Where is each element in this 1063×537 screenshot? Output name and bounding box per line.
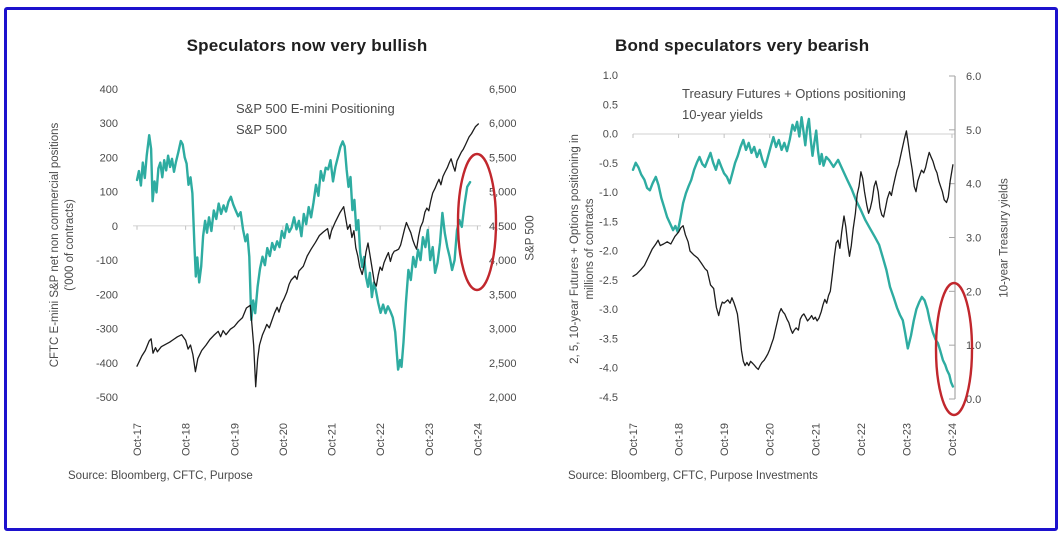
- left-chart-source: Source: Bloomberg, CFTC, Purpose: [68, 470, 253, 482]
- left-y-tick-label: -1.0: [599, 187, 618, 199]
- x-tick-label: Oct-20: [278, 423, 290, 456]
- right-y-tick-label: 6,500: [489, 84, 517, 96]
- right-y-tick-label: 5.0: [966, 125, 981, 137]
- series-line-teal: [631, 115, 955, 388]
- x-tick-label: Oct-17: [628, 423, 640, 456]
- left-chart-legend: S&P 500 E-mini Positioning S&P 500: [202, 98, 395, 140]
- left-y-tick-label: -2.5: [599, 275, 618, 287]
- right-y-tick-label: 2,500: [489, 358, 517, 370]
- right-y-tick-label: 3.0: [966, 233, 981, 245]
- figure-border: [4, 7, 1058, 531]
- left-y-tick-label: -4.5: [599, 392, 618, 404]
- left-y-tick-label: -3.0: [599, 304, 618, 316]
- legend-item-sp500: S&P 500: [202, 119, 395, 140]
- legend-item-emini-positioning: S&P 500 E-mini Positioning: [202, 98, 395, 119]
- right-y-tick-label: 6.0: [966, 71, 981, 83]
- right-y-tick-label: 5,000: [489, 187, 517, 199]
- x-tick-label: Oct-22: [856, 423, 868, 456]
- x-tick-label: Oct-17: [132, 423, 144, 456]
- left-y-tick-label: 100: [100, 187, 118, 199]
- left-y-tick-label: -4.0: [599, 363, 618, 375]
- right-y-tick-label: 6,000: [489, 118, 517, 130]
- x-tick-label: Oct-21: [810, 423, 822, 456]
- left-y-tick-label: 0.0: [603, 129, 618, 141]
- right-y-tick-label: 3,000: [489, 324, 517, 336]
- x-tick-label: Oct-24: [472, 423, 484, 456]
- x-tick-label: Oct-23: [424, 423, 436, 456]
- x-tick-label: Oct-24: [947, 423, 959, 456]
- x-tick-label: Oct-20: [765, 423, 777, 456]
- right-y-tick-label: 2,000: [489, 392, 517, 404]
- right-chart-source: Source: Bloomberg, CFTC, Purpose Investm…: [568, 470, 818, 482]
- right-y-tick-label: 3,500: [489, 289, 517, 301]
- x-tick-label: Oct-18: [674, 423, 686, 456]
- left-y-tick-label: -100: [96, 255, 118, 267]
- left-y-tick-label: -0.5: [599, 158, 618, 170]
- series-line-black: [136, 123, 480, 388]
- x-tick-label: Oct-19: [229, 423, 241, 456]
- left-y-tick-label: -400: [96, 358, 118, 370]
- right-chart-legend: Treasury Futures + Options positioning 1…: [648, 83, 906, 125]
- right-y-tick-label: 0.0: [966, 394, 981, 406]
- left-y-tick-label: -500: [96, 392, 118, 404]
- x-tick-label: Oct-19: [719, 423, 731, 456]
- left-y-tick-label: 0.5: [603, 99, 618, 111]
- right-y-tick-label: 5,500: [489, 152, 517, 164]
- right-y-tick-label: 2.0: [966, 286, 981, 298]
- series-line-teal: [135, 133, 472, 371]
- right-chart-title: Bond speculators very bearish: [615, 36, 870, 55]
- left-y-tick-label: 200: [100, 152, 118, 164]
- x-tick-label: Oct-18: [181, 423, 193, 456]
- x-tick-label: Oct-21: [327, 423, 339, 456]
- left-y-tick-label: 0: [112, 221, 118, 233]
- highlight-ellipse: [934, 281, 974, 417]
- left-y-tick-label: -3.5: [599, 333, 618, 345]
- x-tick-label: Oct-23: [901, 423, 913, 456]
- legend-label: S&P 500: [236, 122, 288, 137]
- right-y-tick-label: 1.0: [966, 340, 981, 352]
- legend-label: Treasury Futures + Options positioning: [682, 86, 906, 101]
- series-line-black: [632, 130, 954, 371]
- legend-label: 10-year yields: [682, 107, 763, 122]
- left-y-tick-label: -200: [96, 289, 118, 301]
- left-y-tick-label: -300: [96, 324, 118, 336]
- right-y-tick-label: 4.0: [966, 179, 981, 191]
- highlight-ellipse: [456, 152, 498, 292]
- left-y-tick-label: 400: [100, 84, 118, 96]
- legend-item-treasury-positioning: Treasury Futures + Options positioning: [648, 83, 906, 104]
- x-tick-label: Oct-22: [375, 423, 387, 456]
- legend-label: S&P 500 E-mini Positioning: [236, 101, 395, 116]
- left-y-tick-label: 1.0: [603, 70, 618, 82]
- left-y-tick-label: -1.5: [599, 216, 618, 228]
- left-y-tick-label: -2.0: [599, 246, 618, 258]
- legend-item-10y-yields: 10-year yields: [648, 104, 906, 125]
- right-y-tick-label: 4,500: [489, 221, 517, 233]
- right-y-tick-label: 4,000: [489, 255, 517, 267]
- left-chart-title: Speculators now very bullish: [186, 36, 428, 55]
- left-y-tick-label: 300: [100, 118, 118, 130]
